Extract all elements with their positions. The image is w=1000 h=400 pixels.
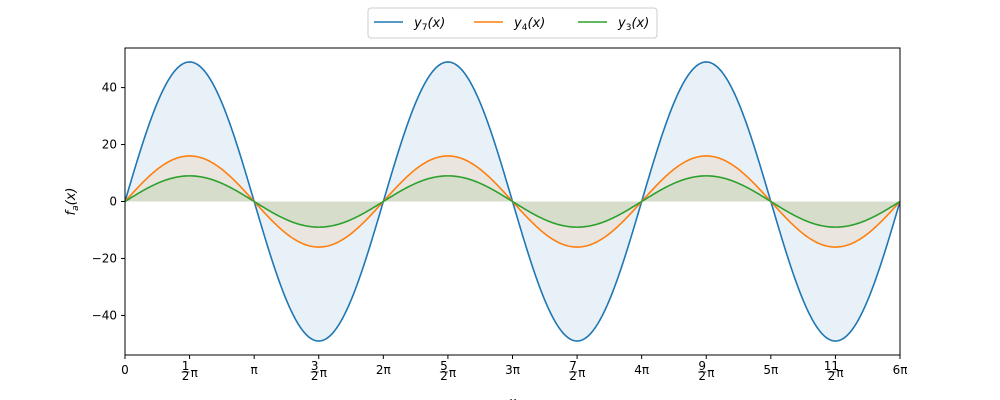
y-tick-label: −40 (92, 308, 117, 322)
series-lines (124, 61, 901, 342)
x-tick-label-pi: π (578, 366, 585, 380)
x-axis: 0 12 π π 32 π 2π 52 π 3π 72 π 4π 92 π 5π 112 π 6π (121, 355, 907, 383)
x-tick-label-pi: π (449, 366, 456, 380)
legend-label-2: y3(x) (617, 16, 649, 33)
series-fill-0 (125, 61, 900, 342)
legend-label-1: y4(x) (513, 16, 545, 33)
y-axis: 40 20 0 −20 −40 (92, 81, 125, 322)
x-tick-label-den: 2 (698, 369, 706, 383)
series-line-2 (124, 175, 901, 228)
y-tick-label: −20 (92, 251, 117, 265)
y-tick-label: 20 (102, 138, 117, 152)
y-tick-label: 40 (102, 81, 117, 95)
legend-box (367, 7, 658, 39)
x-tick-label: 5π (763, 363, 778, 377)
x-tick-label: 4π (634, 363, 649, 377)
x-tick-label-pi: π (836, 366, 843, 380)
x-tick-label-num: 11 (824, 359, 839, 373)
x-tick-label-den: 2 (311, 369, 319, 383)
x-tick-label-pi: π (707, 366, 714, 380)
x-tick-label: 3π (505, 363, 520, 377)
x-tick-label-pi: π (320, 366, 327, 380)
legend-label-0: y7(x) (413, 16, 445, 33)
x-tick-label-den: 2 (828, 369, 836, 383)
y-tick-label: 0 (109, 195, 117, 209)
x-tick-label-num: 3 (311, 359, 319, 373)
x-tick-label-num: 5 (440, 359, 448, 373)
x-tick-label: π (251, 363, 258, 377)
x-axis-label: x (508, 395, 517, 400)
x-tick-label-num: 1 (182, 359, 190, 373)
legend: y7(x) y4(x) y3(x) (367, 7, 658, 39)
x-tick-label-den: 2 (182, 369, 190, 383)
x-tick-label: 0 (121, 363, 129, 377)
x-tick-label-pi: π (191, 366, 198, 380)
x-tick-label-num: 9 (698, 359, 706, 373)
x-tick-label-den: 2 (440, 369, 448, 383)
x-tick-label-num: 7 (569, 359, 577, 373)
x-tick-label: 2π (376, 363, 391, 377)
x-tick-label: 6π (893, 363, 908, 377)
x-tick-label-den: 2 (569, 369, 577, 383)
y-axis-label: fa(x) (64, 188, 81, 216)
